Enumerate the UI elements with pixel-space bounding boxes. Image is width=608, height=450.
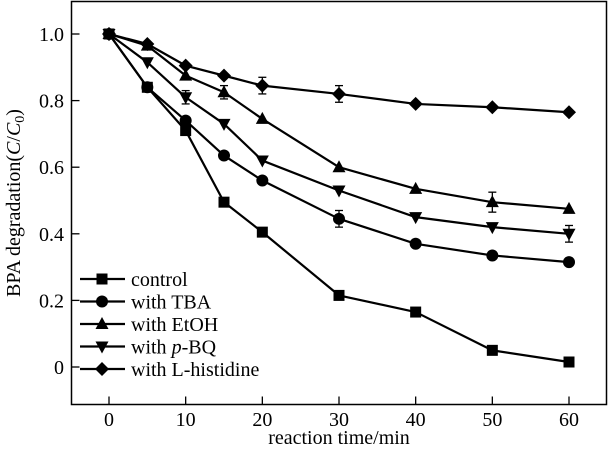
data-point: [409, 212, 423, 225]
legend-label: with EtOH: [131, 314, 218, 336]
data-point: [178, 58, 193, 73]
data-point: [563, 356, 575, 368]
data-point: [256, 174, 269, 187]
legend-label: control: [131, 269, 188, 291]
data-point: [217, 68, 231, 83]
data-point: [562, 228, 576, 241]
data-point: [218, 196, 230, 208]
data-point: [332, 160, 346, 173]
x-tick-label: 60: [559, 409, 579, 431]
legend-item: with EtOH: [80, 314, 218, 336]
data-point: [179, 68, 193, 81]
data-point: [332, 185, 346, 198]
data-point: [102, 27, 116, 41]
data-point: [256, 226, 268, 238]
data-point: [485, 100, 500, 115]
legend-marker-circle-icon: [96, 295, 108, 308]
data-point: [179, 114, 192, 127]
data-point: [333, 289, 345, 301]
legend-label: with TBA: [131, 292, 212, 314]
data-point: [140, 36, 155, 51]
legend-item: with p-BQ: [80, 337, 217, 359]
data-point: [409, 181, 423, 194]
data-point: [217, 85, 231, 98]
x-axis-ticks: 0 10 20 30 40 50 60: [104, 396, 579, 431]
data-point: [140, 57, 154, 70]
legend-marker-square-icon: [96, 273, 108, 285]
data-point: [255, 111, 269, 124]
legend-marker-triangle-up-icon: [95, 317, 109, 329]
y-axis-title: BPA degradation(C/C0): [3, 109, 28, 297]
data-point: [563, 256, 575, 269]
data-point: [562, 201, 576, 214]
legend-item: control: [80, 269, 188, 291]
series-layer: [102, 27, 576, 368]
data-point: [562, 105, 576, 120]
data-point: [485, 195, 499, 208]
legend-marker-diamond-icon: [95, 362, 109, 376]
data-point: [486, 249, 499, 262]
data-point: [408, 96, 423, 111]
x-tick-label: 10: [176, 409, 196, 431]
x-tick-label: 30: [329, 409, 349, 431]
y-tick-label: 0.6: [39, 157, 64, 179]
data-point: [410, 306, 422, 318]
legend-item: with TBA: [80, 292, 212, 314]
data-point: [332, 86, 346, 101]
series-with-l-histidine: [102, 27, 576, 120]
legend-item: with L-histidine: [80, 359, 259, 381]
x-tick-label: 50: [482, 409, 502, 431]
x-tick-label: 0: [104, 409, 114, 431]
y-tick-label: 0.4: [39, 224, 64, 246]
y-tick-label: 0.8: [39, 91, 64, 113]
series-with-tba: [103, 28, 575, 269]
data-point: [218, 149, 230, 162]
legend-marker-triangle-down-icon: [95, 341, 109, 354]
data-point: [486, 344, 498, 356]
data-point: [333, 212, 345, 225]
y-tick-label: 0.2: [39, 290, 64, 312]
legend-label: with L-histidine: [131, 359, 259, 381]
x-tick-label: 20: [252, 409, 272, 431]
data-point: [255, 155, 269, 168]
y-axis-ticks: 0 0.2 0.4 0.6 0.8 1.0: [39, 24, 80, 379]
data-point: [409, 237, 422, 250]
data-point: [179, 92, 193, 105]
data-point: [217, 118, 231, 131]
x-tick-label: 40: [406, 409, 426, 431]
legend-label: with p-BQ: [131, 337, 217, 359]
data-point: [255, 78, 270, 93]
y-tick-label: 0: [54, 357, 64, 379]
y-tick-label: 1.0: [39, 24, 64, 46]
data-point: [180, 125, 192, 137]
data-point: [141, 81, 154, 94]
data-point: [485, 222, 499, 235]
x-axis-title: reaction time/min: [268, 427, 410, 449]
